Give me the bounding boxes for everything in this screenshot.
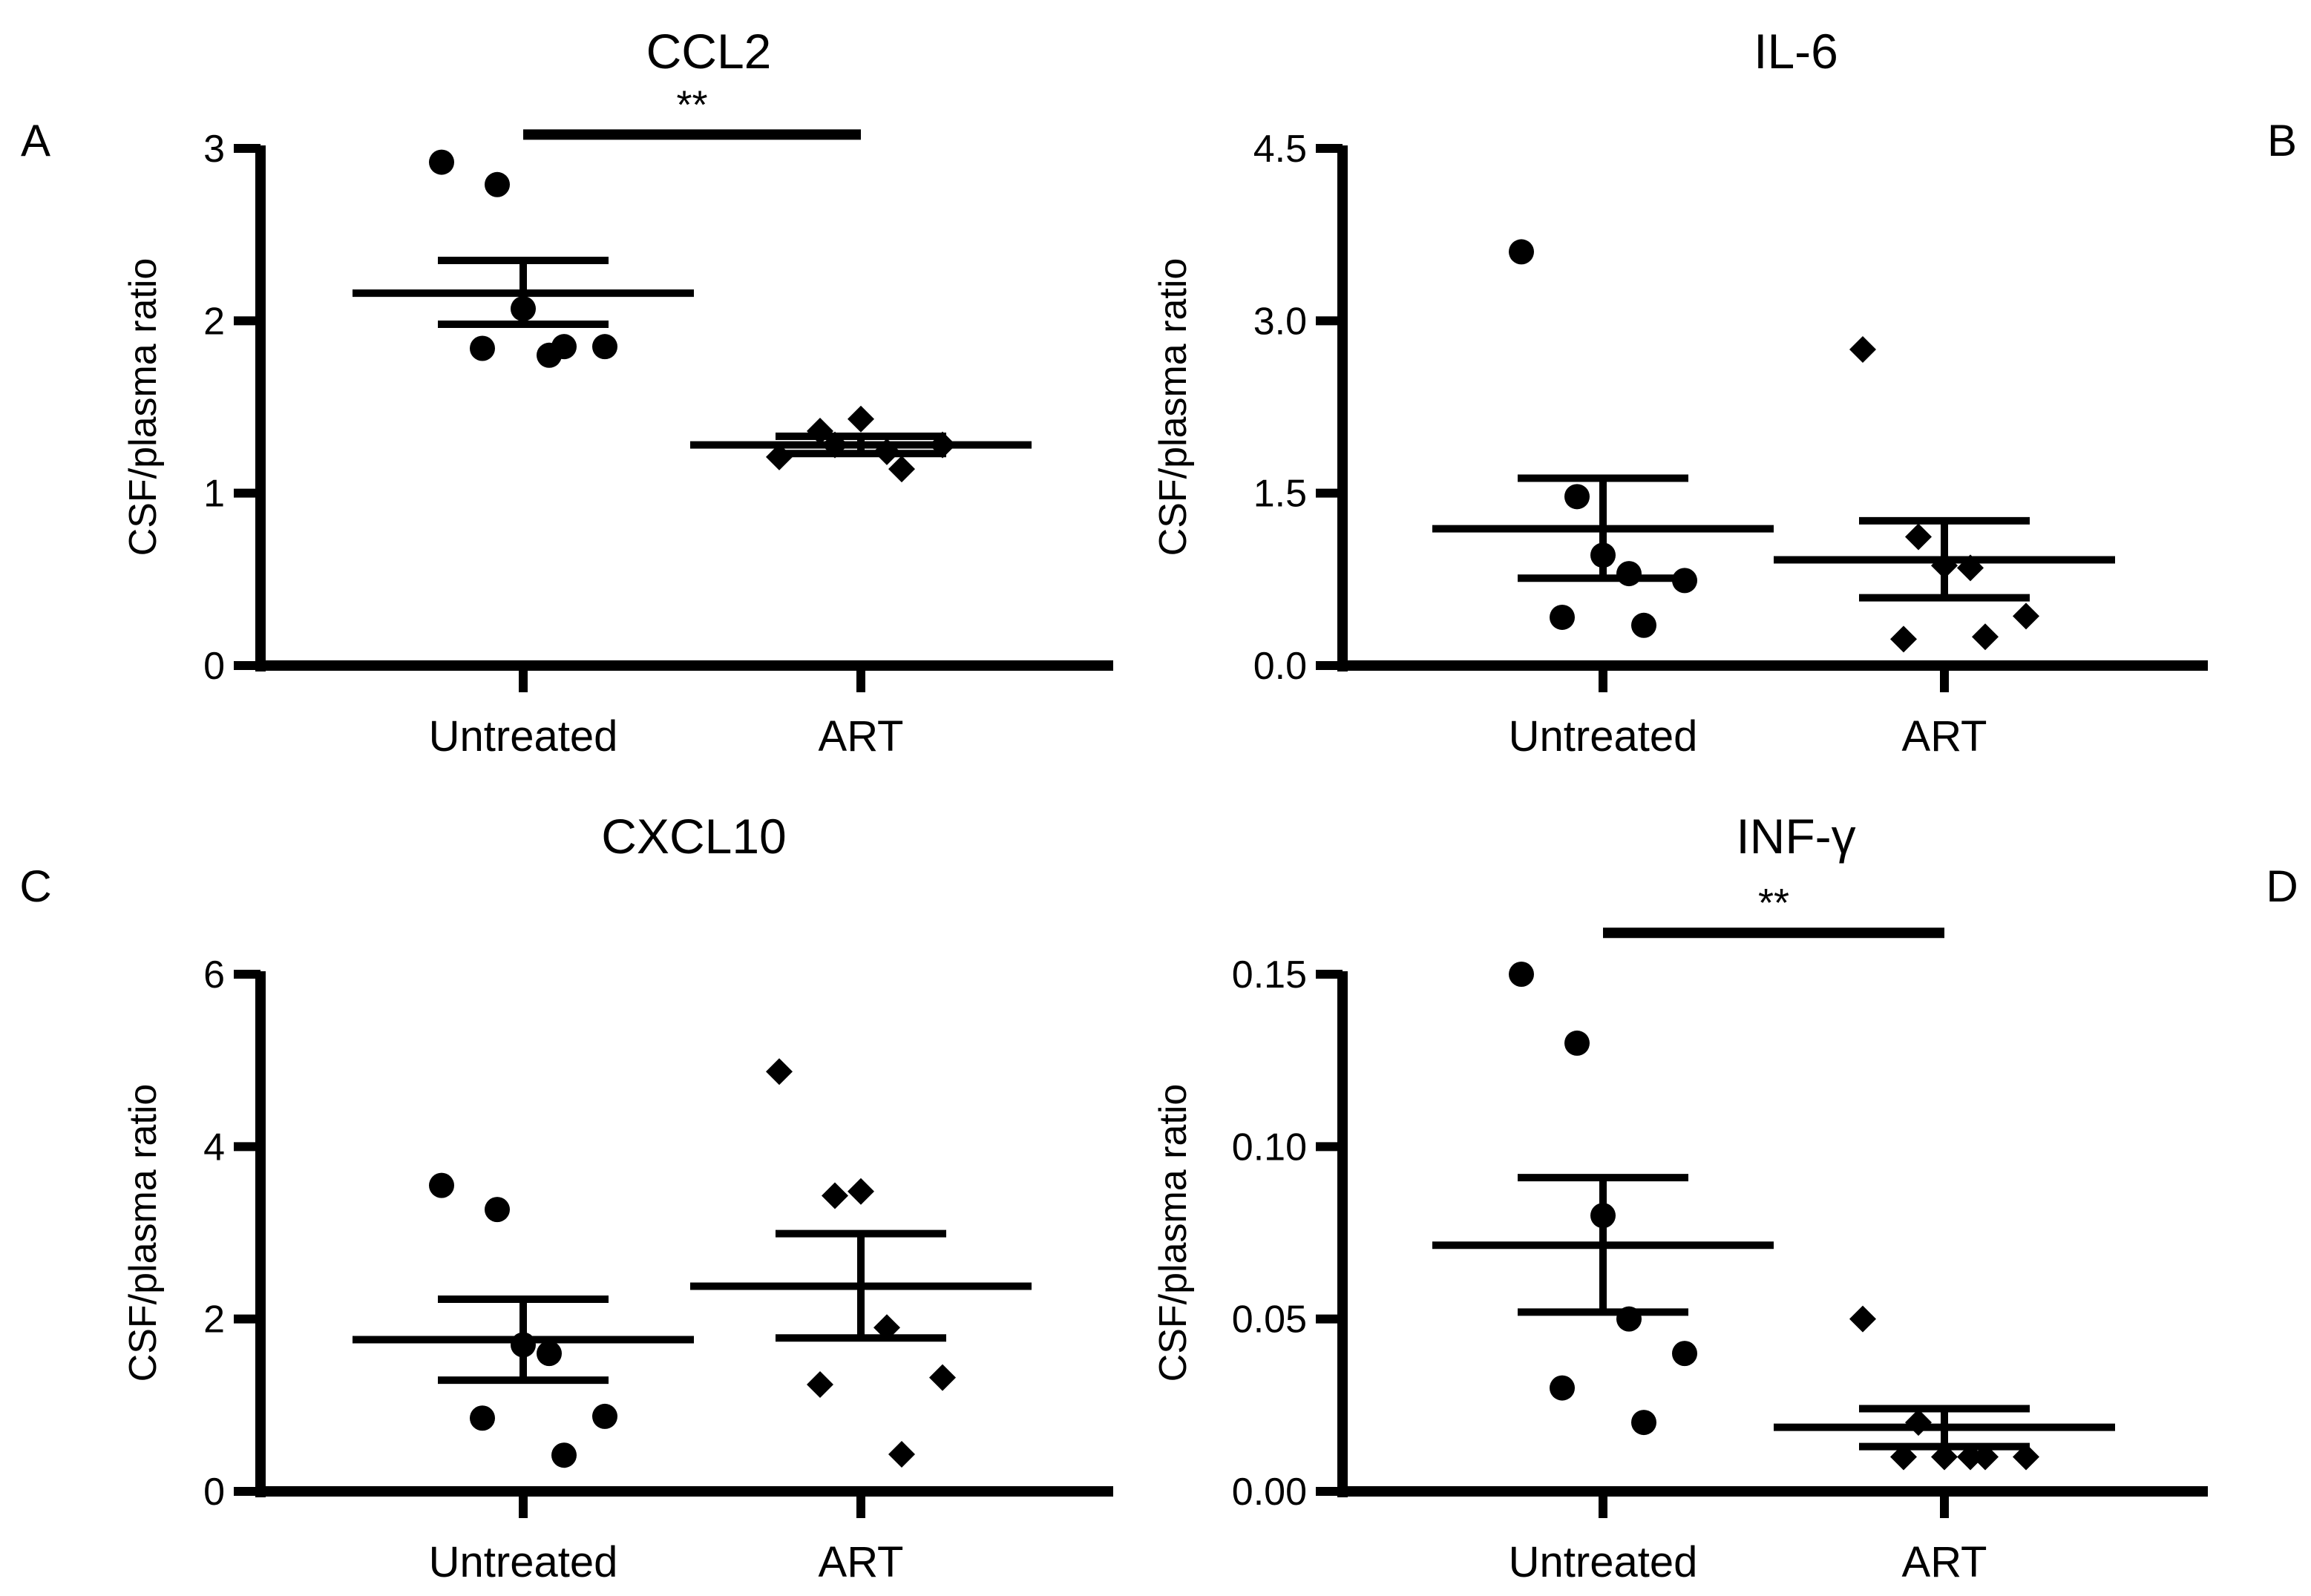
chart-title: IL-6 <box>1754 24 1838 79</box>
data-point <box>1672 1341 1697 1367</box>
data-point <box>766 1058 793 1086</box>
y-tick-label: 0.0 <box>1253 645 1307 688</box>
data-point <box>470 335 495 361</box>
significance-label: ** <box>676 82 707 127</box>
data-point <box>551 334 577 360</box>
data-point <box>1564 1030 1590 1056</box>
x-category-label: ART <box>1902 712 1987 761</box>
x-category-label: Untreated <box>1509 712 1698 761</box>
x-category-label: ART <box>819 712 904 761</box>
series-untreated <box>353 149 694 368</box>
data-point <box>1509 962 1534 987</box>
series-untreated <box>1432 239 1774 638</box>
data-point <box>1564 484 1590 510</box>
data-point <box>1972 623 1999 651</box>
data-point <box>1509 239 1534 265</box>
panel-c: C CXCL10 CSF/plasma ratio 0 2 4 6 Untreated ART <box>19 809 1113 1586</box>
data-point <box>848 1178 874 1205</box>
significance-label: ** <box>1758 881 1789 925</box>
data-point <box>822 1182 848 1209</box>
data-point <box>592 334 617 360</box>
x-category-label: Untreated <box>1509 1538 1698 1586</box>
series-untreated <box>353 1172 694 1468</box>
data-point <box>592 1403 617 1429</box>
series-art <box>690 405 1032 483</box>
x-category-label: ART <box>1902 1538 1987 1586</box>
chart-title: CXCL10 <box>601 809 786 864</box>
y-tick-label: 0 <box>203 645 225 688</box>
series-art <box>690 1058 1032 1468</box>
y-tick-label: 0.00 <box>1232 1471 1307 1514</box>
data-point <box>485 171 510 197</box>
data-point <box>551 1442 577 1468</box>
y-tick-label: 4 <box>203 1126 225 1169</box>
data-point <box>929 1364 956 1391</box>
series-untreated <box>1432 962 1774 1436</box>
chart-title: CCL2 <box>646 24 772 79</box>
data-point <box>1631 612 1656 638</box>
y-tick-label: 0.10 <box>1232 1126 1307 1169</box>
data-point <box>1849 1305 1876 1333</box>
y-tick-label: 4.5 <box>1253 128 1307 171</box>
panel-b: B IL-6 CSF/plasma ratio 0.0 1.5 3.0 4.5 Untreat… <box>1152 24 2297 761</box>
panel-letter: A <box>21 116 50 165</box>
y-tick-label: 0 <box>203 1471 225 1514</box>
y-axis-label: CSF/plasma ratio <box>122 1084 165 1382</box>
data-point <box>888 456 915 483</box>
data-point <box>537 1341 562 1367</box>
panel-d: D INF-γ CSF/plasma ratio 0.00 0.05 0.10 0.15 Un… <box>1152 809 2298 1586</box>
y-axis-label: CSF/plasma ratio <box>122 258 165 556</box>
y-axis-label: CSF/plasma ratio <box>1152 1084 1195 1382</box>
data-point <box>1905 523 1932 551</box>
x-category-label: ART <box>819 1538 904 1586</box>
y-tick-label: 1 <box>203 473 225 516</box>
y-tick-label: 3 <box>203 128 225 171</box>
y-tick-label: 0.05 <box>1232 1298 1307 1342</box>
y-tick-label: 1.5 <box>1253 473 1307 516</box>
panel-a: A CCL2 CSF/plasma ratio 0 1 2 3 Untreated ART ** <box>21 24 1113 761</box>
data-point <box>429 149 454 175</box>
series-art <box>1774 1305 2115 1471</box>
data-point <box>2013 602 2039 630</box>
y-tick-label: 2 <box>203 300 225 343</box>
x-category-label: Untreated <box>429 712 618 761</box>
data-point <box>1550 1375 1575 1401</box>
chart-title: INF-γ <box>1736 809 1855 864</box>
data-point <box>888 1441 915 1468</box>
data-point <box>485 1197 510 1223</box>
y-tick-label: 2 <box>203 1298 225 1342</box>
data-point <box>1890 625 1917 653</box>
y-tick-label: 6 <box>203 953 225 996</box>
panel-letter: B <box>2267 116 2297 165</box>
series-art <box>1774 336 2115 653</box>
data-point <box>807 1370 833 1398</box>
data-point <box>1905 1409 1932 1436</box>
data-point <box>429 1172 454 1198</box>
panel-letter: D <box>2266 861 2298 911</box>
data-point <box>848 405 874 433</box>
x-category-label: Untreated <box>429 1538 618 1586</box>
data-point <box>1849 336 1876 364</box>
panel-letter: C <box>19 861 51 911</box>
data-point <box>1550 604 1575 630</box>
data-point <box>1631 1410 1656 1436</box>
data-point <box>1616 561 1642 587</box>
data-point <box>470 1405 495 1431</box>
y-tick-label: 0.15 <box>1232 953 1307 996</box>
y-axis-label: CSF/plasma ratio <box>1152 258 1195 556</box>
y-tick-label: 3.0 <box>1253 300 1307 343</box>
